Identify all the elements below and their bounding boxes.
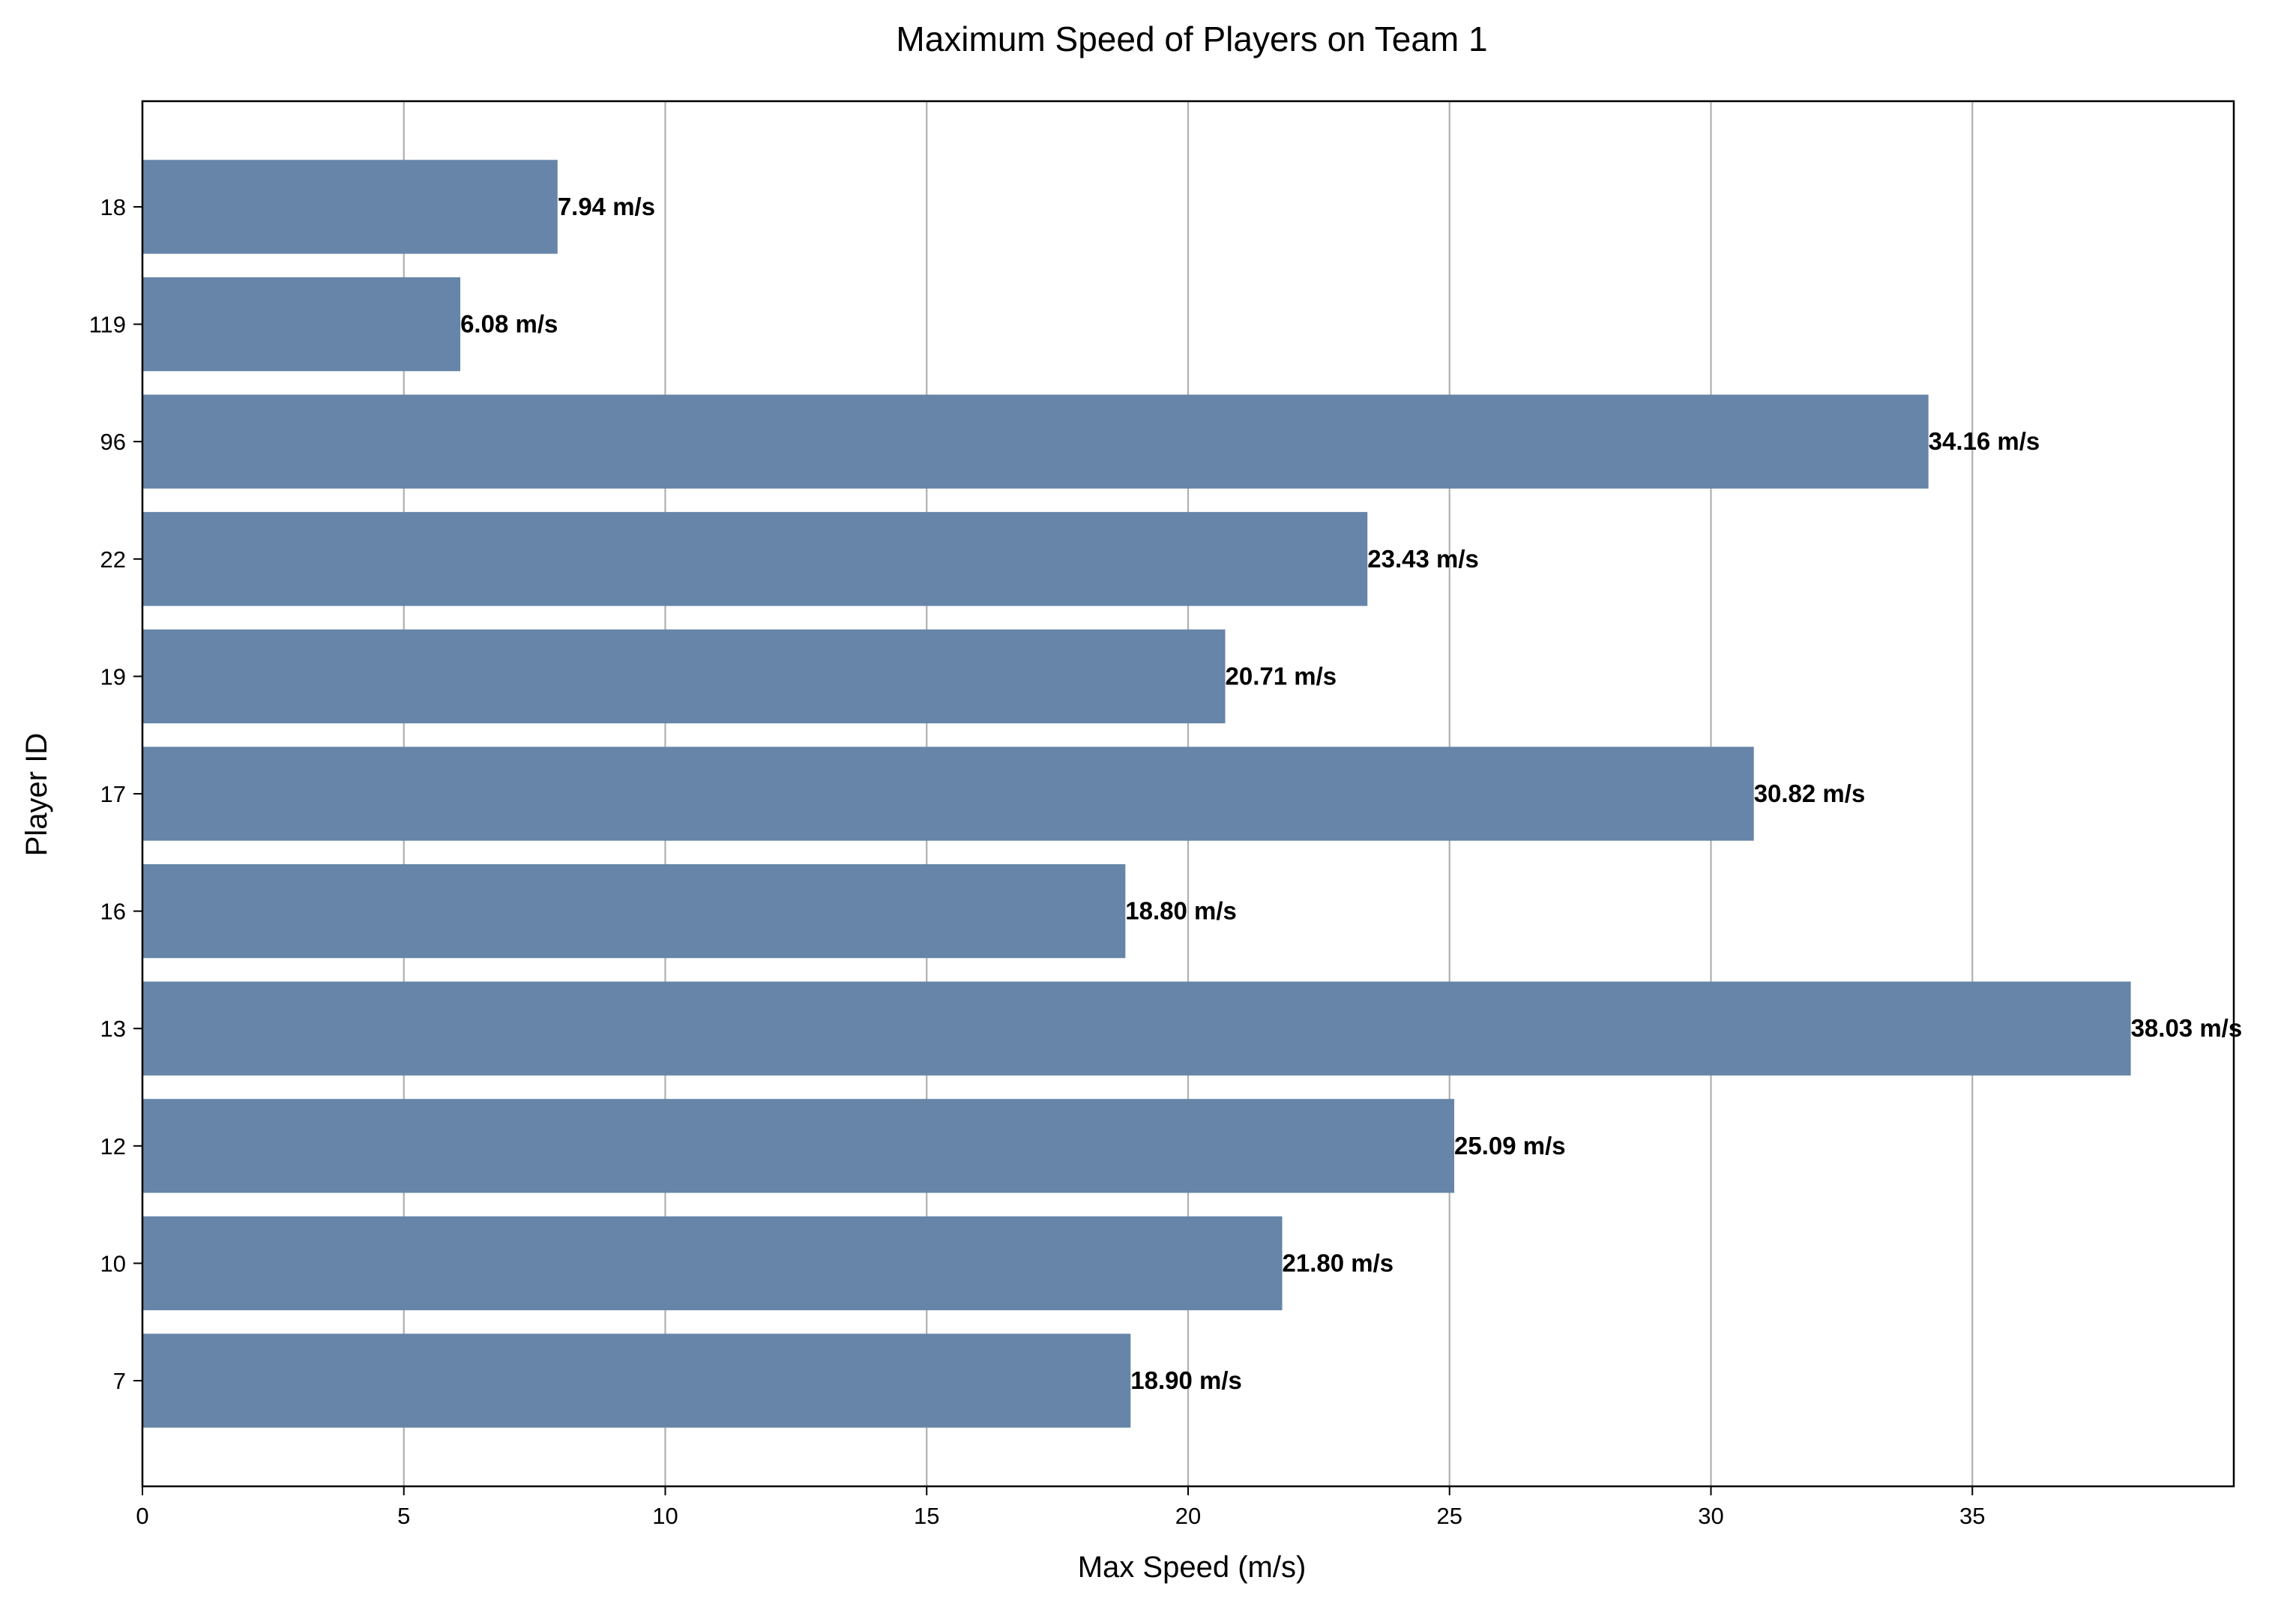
data-labels: 18.90 m/s 21.80 m/s 25.09 m/s 38.03 m/s 18.8…	[460, 193, 2242, 1394]
bar-player-12	[142, 1099, 1455, 1193]
y-tick-label: 119	[89, 312, 126, 338]
data-label-player-12: 25.09 m/s	[1454, 1132, 1566, 1160]
x-axis-label: Max Speed (m/s)	[1078, 1551, 1307, 1584]
x-tick-label: 20	[1175, 1503, 1201, 1529]
y-tick-label: 18	[100, 194, 126, 220]
y-tick-label: 16	[100, 899, 126, 925]
data-label-player-7: 18.90 m/s	[1130, 1366, 1242, 1394]
y-tick-label: 7	[113, 1368, 126, 1394]
data-label-player-96: 34.16 m/s	[1929, 427, 2040, 455]
bar-player-7	[142, 1333, 1131, 1428]
bar-player-22	[142, 512, 1368, 606]
data-label-player-18: 7.94 m/s	[558, 193, 655, 220]
x-tick-label: 5	[397, 1503, 410, 1529]
data-label-player-22: 23.43 m/s	[1367, 545, 1479, 573]
x-tick-label: 15	[914, 1503, 939, 1529]
data-label-player-19: 20.71 m/s	[1226, 662, 1337, 690]
data-label-player-17: 30.82 m/s	[1754, 780, 1866, 807]
data-label-player-119: 6.08 m/s	[460, 310, 558, 338]
x-tick-label: 35	[1959, 1503, 1985, 1529]
x-tick-label: 0	[136, 1503, 148, 1529]
bar-player-13	[142, 981, 2131, 1076]
bar-player-96	[142, 394, 1929, 489]
bar-player-19	[142, 629, 1226, 724]
bars	[142, 160, 2131, 1428]
x-tick-label: 10	[652, 1503, 678, 1529]
y-tick-label: 19	[100, 663, 126, 690]
x-tick-label: 25	[1437, 1503, 1462, 1529]
y-tick-label: 10	[100, 1250, 126, 1276]
bar-player-16	[142, 863, 1126, 959]
y-axis-ticks: 7 10 12 13 16 17 19 22 96 119 18	[89, 194, 142, 1394]
y-axis-label: Player ID	[20, 733, 53, 857]
bar-player-17	[142, 747, 1754, 841]
x-axis-ticks: 0 5 10 15 20 25 30 35	[136, 1486, 1985, 1529]
y-tick-label: 13	[100, 1016, 126, 1042]
data-label-player-13: 38.03 m/s	[2131, 1014, 2243, 1042]
data-label-player-10: 21.80 m/s	[1283, 1249, 1394, 1276]
y-tick-label: 17	[100, 781, 126, 807]
bar-player-10	[142, 1216, 1283, 1311]
data-label-player-16: 18.80 m/s	[1125, 897, 1237, 925]
y-tick-label: 12	[100, 1133, 126, 1160]
y-tick-label: 22	[100, 546, 126, 573]
x-tick-label: 30	[1698, 1503, 1723, 1529]
y-tick-label: 96	[100, 429, 126, 455]
bar-player-18	[142, 160, 558, 254]
chart-title: Maximum Speed of Players on Team 1	[896, 19, 1487, 58]
bar-player-119	[142, 277, 461, 372]
